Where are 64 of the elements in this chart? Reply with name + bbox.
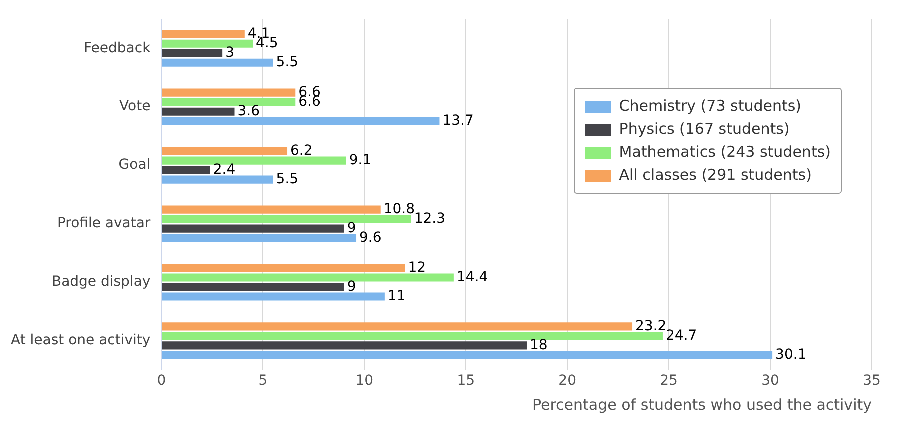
x-tick-label: 0 xyxy=(157,373,166,390)
bar xyxy=(162,108,235,116)
x-tick-label: 25 xyxy=(660,373,678,390)
bar xyxy=(162,283,344,292)
data-label: 9.6 xyxy=(360,230,382,246)
data-label: 5.5 xyxy=(276,54,299,71)
bar xyxy=(162,342,527,350)
data-label: 3.6 xyxy=(238,103,260,120)
data-label: 14.4 xyxy=(456,269,488,286)
bar xyxy=(162,166,210,174)
data-label: 4.5 xyxy=(256,36,278,52)
bar xyxy=(162,117,440,126)
data-label: 9.1 xyxy=(349,152,372,168)
legend-label: Mathematics (243 students) xyxy=(619,142,831,163)
data-label: 9 xyxy=(347,278,356,295)
legend-label: Physics (167 students) xyxy=(619,119,790,140)
y-tick-label: Vote xyxy=(120,98,151,115)
x-tick-label: 35 xyxy=(863,373,881,390)
bar xyxy=(162,264,406,272)
bar xyxy=(162,176,274,184)
data-label: 12 xyxy=(408,260,426,276)
y-tick-label: Badge display xyxy=(52,274,151,290)
data-label: 30.1 xyxy=(776,346,807,363)
bar xyxy=(162,156,346,165)
x-tick-label: 20 xyxy=(558,373,576,390)
data-label: 10.8 xyxy=(384,201,416,218)
y-tick-label: At least one activity xyxy=(10,332,151,349)
data-label: 24.7 xyxy=(666,328,698,344)
legend-label: Chemistry (73 students) xyxy=(619,96,802,117)
data-label: 3 xyxy=(226,45,234,62)
x-tick-label: 15 xyxy=(457,373,476,390)
data-label: 18 xyxy=(530,337,548,354)
x-tick-label: 10 xyxy=(356,373,374,390)
bar xyxy=(162,88,296,97)
bar xyxy=(162,292,385,301)
bar xyxy=(162,206,381,214)
bar xyxy=(162,49,223,58)
bar xyxy=(162,234,357,242)
bar xyxy=(162,224,344,233)
data-label: 23.2 xyxy=(636,318,667,334)
x-tick-label: 5 xyxy=(258,373,268,390)
bar xyxy=(162,322,633,331)
data-label: 13.7 xyxy=(442,112,474,129)
data-label: 9 xyxy=(347,220,356,236)
data-label: 11 xyxy=(388,288,406,304)
bar xyxy=(162,30,245,38)
data-label: 2.4 xyxy=(213,162,236,178)
y-tick-label: Goal xyxy=(118,157,151,174)
bar xyxy=(162,351,773,360)
bar xyxy=(162,147,288,156)
bar xyxy=(162,274,454,282)
data-label: 12.3 xyxy=(414,210,446,227)
bar xyxy=(162,215,412,224)
y-tick-label: Feedback xyxy=(84,40,152,56)
bar xyxy=(162,332,663,340)
data-label: 5.5 xyxy=(276,171,299,188)
data-label: 6.2 xyxy=(290,142,313,159)
x-tick-label: 30 xyxy=(762,373,780,390)
bar xyxy=(162,58,274,67)
bar xyxy=(162,98,296,106)
bar xyxy=(162,40,254,48)
legend-label: All classes (291 students) xyxy=(619,165,812,186)
x-axis-title: Percentage of students who used the activity xyxy=(532,396,872,414)
y-tick-label: Profile avatar xyxy=(57,216,151,232)
